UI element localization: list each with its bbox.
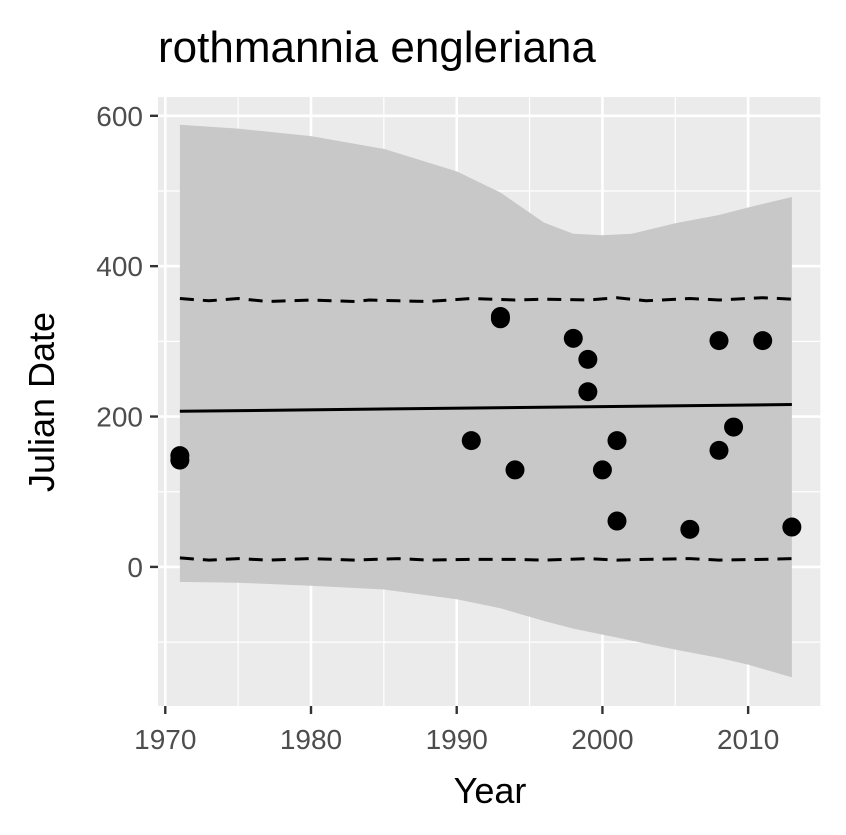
data-point — [709, 440, 729, 460]
lower-dashed-line — [179, 556, 792, 562]
y-tick-label: 0 — [127, 552, 143, 583]
x-tick-label: 1980 — [280, 724, 342, 755]
x-axis: 1970 1980 1990 2000 2010 — [134, 706, 779, 755]
data-points — [170, 307, 802, 539]
upper-dashed-line — [179, 296, 792, 304]
data-point — [578, 349, 598, 369]
y-tick-label: 200 — [96, 402, 143, 433]
y-tick-label: 600 — [96, 101, 143, 132]
fit-line — [179, 403, 792, 413]
y-axis-title: Julian Date — [21, 312, 62, 492]
confidence-ribbon — [179, 124, 792, 678]
y-tick-label: 400 — [96, 251, 143, 282]
data-point — [170, 450, 190, 470]
chart-title: rothmannia engleriana — [158, 23, 596, 72]
data-point — [782, 517, 802, 537]
data-point — [505, 460, 525, 480]
data-point — [607, 431, 627, 451]
data-point — [578, 382, 598, 402]
x-tick-label: 2000 — [571, 724, 633, 755]
x-axis-title: Year — [454, 770, 527, 811]
data-point — [461, 431, 481, 451]
x-tick-label: 1970 — [134, 724, 196, 755]
y-axis: 0 200 400 600 — [96, 101, 158, 583]
data-point — [709, 331, 729, 351]
data-point — [607, 511, 627, 531]
data-point — [490, 309, 510, 329]
data-point — [680, 519, 700, 539]
data-point — [563, 328, 583, 348]
data-point — [592, 460, 612, 480]
x-tick-label: 2010 — [717, 724, 779, 755]
data-point — [753, 331, 773, 351]
data-point — [724, 417, 744, 437]
x-tick-label: 1990 — [426, 724, 488, 755]
